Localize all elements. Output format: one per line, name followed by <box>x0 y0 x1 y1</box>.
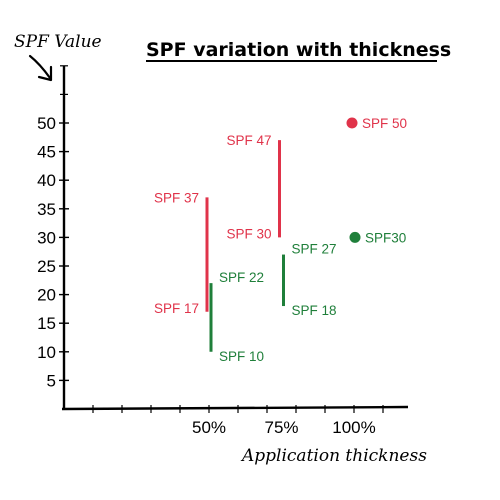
y-axis-label: SPF Value <box>14 32 102 52</box>
y-label-arrow-icon <box>28 54 52 80</box>
y-ticks: 5 10 15 20 25 30 35 40 45 50 <box>37 65 69 390</box>
red-range-low-label: SPF 30 <box>226 226 271 241</box>
green-range-low-label: SPF 18 <box>292 303 337 318</box>
y-tick-label: 40 <box>37 171 56 190</box>
x-axis-line <box>61 405 409 411</box>
y-tick-label: 50 <box>37 114 56 133</box>
y-tick-label: 25 <box>37 257 56 276</box>
green-range-high-label: SPF 27 <box>292 242 337 257</box>
y-tick-label: 15 <box>37 314 56 333</box>
y-tick-label: 45 <box>37 143 56 162</box>
x-ticks: 50% 75% 100% <box>92 405 384 437</box>
data-marks: SPF 37 SPF 17 SPF 47 SPF 30 SPF 50 SPF 22 SPF … <box>154 116 407 364</box>
green-range-high-label: SPF 22 <box>219 270 264 285</box>
red-point-label: SPF 50 <box>362 116 407 131</box>
green-range-low-label: SPF 10 <box>219 349 264 364</box>
x-tick-label: 50% <box>192 418 226 437</box>
y-tick-label: 30 <box>37 228 56 247</box>
x-tick-label: 100% <box>332 418 375 437</box>
red-range-high-label: SPF 47 <box>226 133 271 148</box>
x-axis-label: Application thickness <box>240 446 427 466</box>
y-tick-label: 35 <box>37 200 56 219</box>
green-point-label: SPF30 <box>365 230 406 245</box>
x-tick-label: 75% <box>264 418 298 437</box>
y-label-arrowhead-icon <box>37 65 53 82</box>
y-tick-label: 5 <box>47 371 56 390</box>
chart-title: SPF variation with thickness <box>146 39 451 61</box>
green-point <box>349 231 361 243</box>
red-point <box>346 117 358 129</box>
y-tick-label: 20 <box>37 286 56 305</box>
red-range-low-label: SPF 17 <box>154 301 199 316</box>
y-tick-label: 10 <box>37 343 56 362</box>
red-range-high-label: SPF 37 <box>154 190 199 205</box>
